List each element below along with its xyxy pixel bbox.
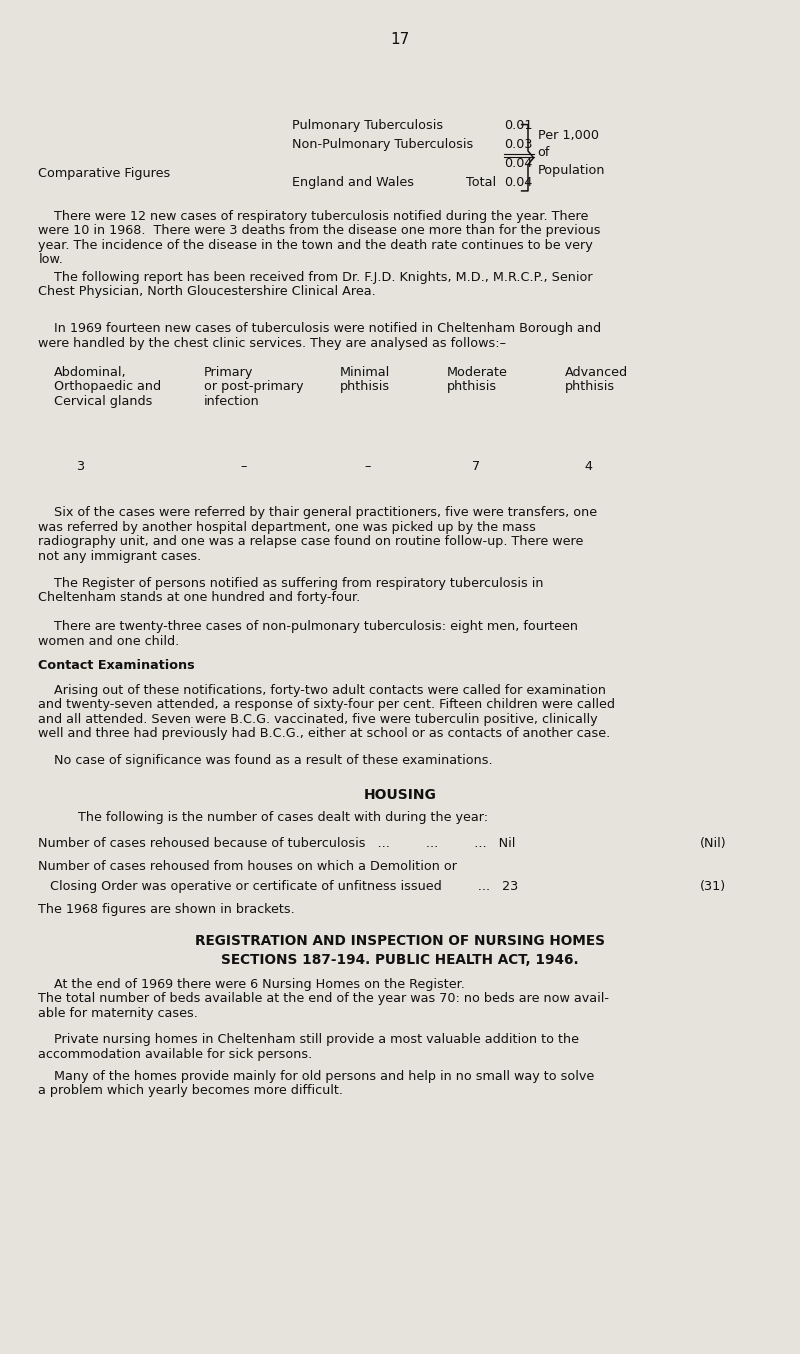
Text: Cervical glands: Cervical glands (54, 394, 153, 408)
Text: Moderate: Moderate (446, 366, 507, 379)
Text: phthisis: phthisis (446, 380, 497, 393)
Text: 0.04: 0.04 (504, 157, 532, 171)
Text: or post-primary: or post-primary (204, 380, 303, 393)
Text: 4: 4 (584, 460, 592, 474)
Text: 3: 3 (76, 460, 84, 474)
Text: –: – (364, 460, 370, 474)
Text: Closing Order was operative or certificate of unfitness issued         ...   23: Closing Order was operative or certifica… (38, 880, 518, 894)
Text: The following is the number of cases dealt with during the year:: The following is the number of cases dea… (78, 811, 489, 825)
Text: women and one child.: women and one child. (38, 635, 180, 647)
Text: HOUSING: HOUSING (363, 788, 437, 802)
Text: a problem which yearly becomes more difficult.: a problem which yearly becomes more diff… (38, 1085, 343, 1097)
Text: No case of significance was found as a result of these examinations.: No case of significance was found as a r… (38, 754, 493, 768)
Text: 17: 17 (390, 32, 410, 47)
Text: and twenty-seven attended, a response of sixty-four per cent. Fifteen children w: and twenty-seven attended, a response of… (38, 699, 615, 711)
Text: phthisis: phthisis (565, 380, 615, 393)
Text: Population: Population (538, 164, 605, 177)
Text: Non-Pulmonary Tuberculosis: Non-Pulmonary Tuberculosis (292, 138, 474, 152)
Text: Total: Total (466, 176, 496, 190)
Text: Orthopaedic and: Orthopaedic and (54, 380, 162, 393)
Text: Number of cases rehoused from houses on which a Demolition or: Number of cases rehoused from houses on … (38, 860, 458, 873)
Text: The total number of beds available at the end of the year was 70: no beds are no: The total number of beds available at th… (38, 992, 610, 1005)
Text: 7: 7 (472, 460, 480, 474)
Text: There are twenty-three cases of non-pulmonary tuberculosis: eight men, fourteen: There are twenty-three cases of non-pulm… (38, 620, 578, 634)
Text: year. The incidence of the disease in the town and the death rate continues to b: year. The incidence of the disease in th… (38, 238, 593, 252)
Text: (Nil): (Nil) (700, 837, 726, 850)
Text: Abdominal,: Abdominal, (54, 366, 127, 379)
Text: Minimal: Minimal (340, 366, 390, 379)
Text: In 1969 fourteen new cases of tuberculosis were notified in Cheltenham Borough a: In 1969 fourteen new cases of tuberculos… (38, 322, 602, 336)
Text: well and three had previously had B.C.G., either at school or as contacts of ano: well and three had previously had B.C.G.… (38, 727, 610, 741)
Text: Chest Physician, North Gloucestershire Clinical Area.: Chest Physician, North Gloucestershire C… (38, 286, 376, 298)
Text: Contact Examinations: Contact Examinations (38, 659, 195, 673)
Text: 0.03: 0.03 (504, 138, 533, 152)
Text: Many of the homes provide mainly for old persons and help in no small way to sol: Many of the homes provide mainly for old… (38, 1070, 594, 1083)
Text: England and Wales: England and Wales (292, 176, 414, 190)
Text: radiography unit, and one was a relapse case found on routine follow-up. There w: radiography unit, and one was a relapse … (38, 535, 584, 548)
Text: able for maternity cases.: able for maternity cases. (38, 1006, 198, 1020)
Text: infection: infection (204, 394, 260, 408)
Text: Cheltenham stands at one hundred and forty-four.: Cheltenham stands at one hundred and for… (38, 592, 361, 604)
Text: accommodation available for sick persons.: accommodation available for sick persons… (38, 1048, 313, 1060)
Text: Six of the cases were referred by thair general practitioners, five were transfe: Six of the cases were referred by thair … (38, 506, 598, 520)
Text: –: – (240, 460, 246, 474)
Text: was referred by another hospital department, one was picked up by the mass: was referred by another hospital departm… (38, 521, 536, 533)
Text: 0.01: 0.01 (504, 119, 533, 133)
Text: Primary: Primary (204, 366, 254, 379)
Text: The Register of persons notified as suffering from respiratory tuberculosis in: The Register of persons notified as suff… (38, 577, 544, 590)
Text: low.: low. (38, 253, 63, 267)
Text: of: of (538, 146, 550, 160)
Text: There were 12 new cases of respiratory tuberculosis notified during the year. Th: There were 12 new cases of respiratory t… (38, 210, 589, 223)
Text: The following report has been received from Dr. F.J.D. Knights, M.D., M.R.C.P., : The following report has been received f… (38, 271, 593, 284)
Text: REGISTRATION AND INSPECTION OF NURSING HOMES: REGISTRATION AND INSPECTION OF NURSING H… (195, 934, 605, 948)
Text: The 1968 figures are shown in brackets.: The 1968 figures are shown in brackets. (38, 903, 295, 917)
Text: not any immigrant cases.: not any immigrant cases. (38, 550, 202, 563)
Text: 0.04: 0.04 (504, 176, 532, 190)
Text: Arising out of these notifications, forty-two adult contacts were called for exa: Arising out of these notifications, fort… (38, 684, 606, 697)
Text: Private nursing homes in Cheltenham still provide a most valuable addition to th: Private nursing homes in Cheltenham stil… (38, 1033, 579, 1047)
Text: were handled by the chest clinic services. They are analysed as follows:–: were handled by the chest clinic service… (38, 337, 506, 349)
Text: (31): (31) (700, 880, 726, 894)
Text: and all attended. Seven were B.C.G. vaccinated, five were tuberculin positive, c: and all attended. Seven were B.C.G. vacc… (38, 712, 598, 726)
Text: Number of cases rehoused because of tuberculosis   ...         ...         ...  : Number of cases rehoused because of tube… (38, 837, 516, 850)
Text: Comparative Figures: Comparative Figures (38, 167, 170, 180)
Text: were 10 in 1968.  There were 3 deaths from the disease one more than for the pre: were 10 in 1968. There were 3 deaths fro… (38, 225, 601, 237)
Text: Per 1,000: Per 1,000 (538, 129, 598, 142)
Text: Pulmonary Tuberculosis: Pulmonary Tuberculosis (292, 119, 443, 133)
Text: Advanced: Advanced (565, 366, 628, 379)
Text: At the end of 1969 there were 6 Nursing Homes on the Register.: At the end of 1969 there were 6 Nursing … (38, 978, 466, 991)
Text: phthisis: phthisis (340, 380, 390, 393)
Text: SECTIONS 187-194. PUBLIC HEALTH ACT, 1946.: SECTIONS 187-194. PUBLIC HEALTH ACT, 194… (221, 953, 579, 967)
